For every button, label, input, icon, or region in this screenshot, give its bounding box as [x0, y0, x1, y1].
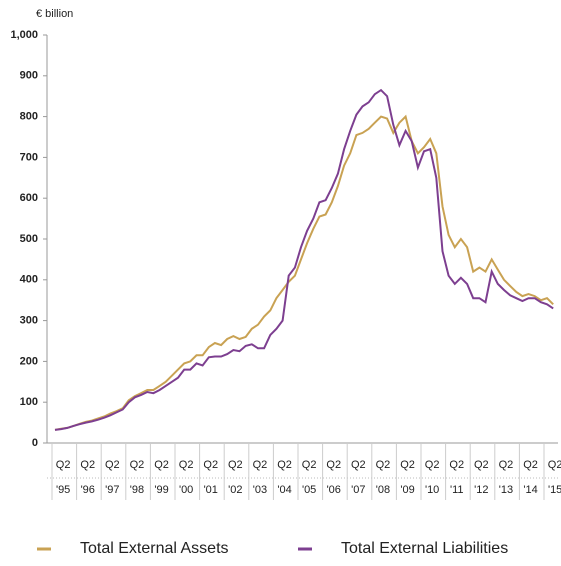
x-tick-label: Q2 — [474, 459, 489, 471]
x-tick-label: Q2 — [523, 459, 538, 471]
x-group-label: '01 — [204, 484, 218, 496]
x-group-label: '05 — [302, 484, 316, 496]
x-group-label: '97 — [105, 484, 119, 496]
y-tick-label: 700 — [20, 151, 38, 163]
y-tick-label: 600 — [20, 192, 38, 204]
y-tick-label: 500 — [20, 233, 38, 245]
x-tick-label: Q2 — [351, 459, 366, 471]
x-tick-label: Q2 — [203, 459, 218, 471]
x-group-label: '06 — [327, 484, 341, 496]
x-group-label: '10 — [425, 484, 439, 496]
y-tick-label: 800 — [20, 111, 38, 123]
x-group-label: '07 — [351, 484, 365, 496]
x-group-label: '13 — [499, 484, 513, 496]
x-group-label: '14 — [523, 484, 537, 496]
x-group-label: '15 — [548, 484, 561, 496]
x-tick-label: Q2 — [253, 459, 268, 471]
x-group-label: '12 — [474, 484, 488, 496]
x-tick-label: Q2 — [425, 459, 440, 471]
x-tick-label: Q2 — [302, 459, 317, 471]
x-group-label: '99 — [154, 484, 168, 496]
x-tick-label: Q2 — [228, 459, 243, 471]
x-tick-label: Q2 — [56, 459, 71, 471]
y-tick-label: 400 — [20, 274, 38, 286]
x-group-label: '11 — [450, 484, 464, 496]
x-group-label: '03 — [253, 484, 267, 496]
x-tick-label: Q2 — [449, 459, 464, 471]
legend-label: Total External Assets — [80, 540, 229, 557]
line-series — [54, 88, 554, 431]
x-tick-label: Q2 — [548, 459, 561, 471]
y-tick-label: 100 — [20, 396, 38, 408]
x-group-label: '96 — [81, 484, 95, 496]
x-tick-label: Q2 — [277, 459, 292, 471]
y-tick-label: 0 — [32, 437, 38, 449]
x-tick-label: Q2 — [154, 459, 169, 471]
x-tick-label: Q2 — [326, 459, 341, 471]
y-tick-label: 900 — [20, 70, 38, 82]
legend-label: Total External Liabilities — [341, 540, 508, 557]
y-tick-label: 1,000 — [10, 29, 38, 41]
line-series — [54, 114, 554, 431]
x-tick-label: Q2 — [130, 459, 145, 471]
x-tick-label: Q2 — [400, 459, 415, 471]
x-tick-label: Q2 — [499, 459, 514, 471]
y-axis-label: € billion — [36, 8, 73, 20]
y-tick-label: 200 — [20, 355, 38, 367]
x-group-label: '98 — [130, 484, 144, 496]
x-group-label: '04 — [277, 484, 291, 496]
x-group-label: '00 — [179, 484, 193, 496]
x-group-label: '08 — [376, 484, 390, 496]
x-tick-label: Q2 — [179, 459, 194, 471]
x-tick-label: Q2 — [80, 459, 95, 471]
x-group-label: '09 — [400, 484, 414, 496]
x-tick-label: Q2 — [376, 459, 391, 471]
x-group-label: '95 — [56, 484, 70, 496]
x-group-label: '02 — [228, 484, 242, 496]
y-tick-label: 300 — [20, 315, 38, 327]
x-tick-label: Q2 — [105, 459, 120, 471]
